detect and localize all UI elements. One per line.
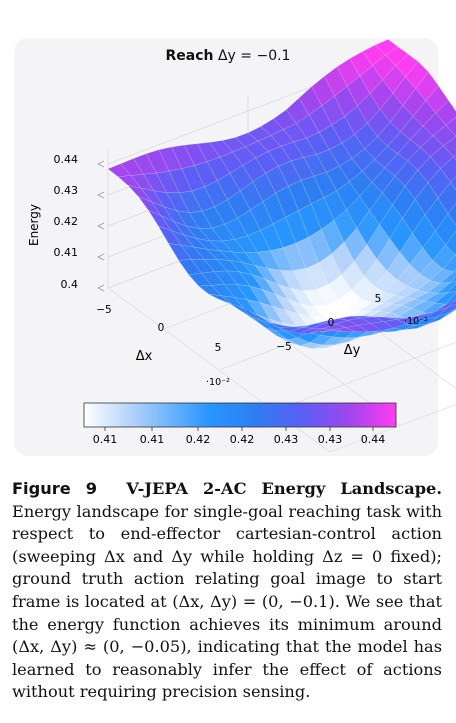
y-axis-label: Δy — [344, 343, 361, 358]
grid-line — [329, 403, 456, 453]
z-axis-label: Energy — [27, 204, 41, 246]
y-exponent-label: ·10⁻² — [404, 316, 428, 327]
colorbar-tick-label: 0.42 — [186, 433, 211, 446]
chart-title: Reach Δy = −0.1 — [0, 48, 456, 64]
surface-patch — [450, 176, 456, 191]
surface-patch — [421, 305, 445, 316]
z-tick-mark — [97, 222, 105, 230]
surface-patch — [436, 280, 456, 294]
z-tick-mark — [97, 284, 105, 292]
colorbar-tick-label: 0.43 — [318, 433, 343, 446]
y-tick-label: −5 — [276, 341, 291, 353]
surface-patch — [440, 156, 456, 183]
colorbar-ticks: 0.41 0.41 0.42 0.42 0.43 0.43 0.44 — [93, 427, 386, 446]
z-tick-mark — [97, 191, 105, 199]
surface-patch — [442, 254, 456, 273]
energy-surface — [107, 39, 456, 349]
energy-surface-chart: 0.44 0.43 0.42 0.41 0.4 Energy −5 0 5 Δx… — [27, 39, 456, 453]
y-tick-label: 0 — [328, 317, 335, 329]
surface-patch — [443, 136, 456, 158]
chart-title-rest: Δy = −0.1 — [217, 48, 291, 64]
z-tick-mark — [97, 253, 105, 261]
z-tick-label: 0.43 — [54, 184, 79, 197]
colorbar-tick-label: 0.44 — [361, 433, 386, 446]
surface-patch — [453, 154, 456, 161]
z-tick-label: 0.4 — [61, 278, 79, 291]
figure-label: Figure 9 — [12, 479, 98, 498]
x-exponent-label: ·10⁻² — [206, 377, 230, 388]
y-tick-label: 5 — [375, 293, 382, 305]
surface-patch — [435, 213, 456, 246]
colorbar-tick-label: 0.42 — [230, 433, 255, 446]
z-tick-label: 0.41 — [54, 246, 79, 259]
surface-patch — [452, 268, 456, 273]
figure-title: V-JEPA 2-AC Energy Landscape. — [126, 479, 442, 498]
colorbar-tick-label: 0.41 — [93, 433, 118, 446]
caption-body: Energy landscape for single-goal reachin… — [12, 501, 442, 702]
z-tick-label: 0.44 — [54, 153, 79, 166]
x-tick-label: −5 — [96, 304, 111, 316]
colorbar — [83, 402, 397, 428]
surface-patch — [450, 276, 456, 283]
x-tick-label: 0 — [158, 322, 165, 334]
surface-patch — [319, 329, 343, 333]
surface-patch — [436, 303, 456, 318]
surface-patch — [408, 311, 432, 319]
x-axis-label: Δx — [136, 349, 153, 364]
z-tick-mark — [97, 160, 105, 168]
colorbar-tick-label: 0.43 — [274, 433, 299, 446]
surface-patch — [449, 305, 456, 313]
surface-patch — [447, 202, 456, 226]
colorbar-tick-label: 0.41 — [140, 433, 165, 446]
grid-line — [274, 341, 456, 412]
z-tick-label: 0.42 — [54, 215, 79, 228]
x-tick-label: 5 — [215, 342, 222, 354]
figure-caption: Figure 9 V-JEPA 2-AC Energy Landscape. E… — [12, 478, 442, 704]
chart-title-bold: Reach — [165, 48, 214, 64]
